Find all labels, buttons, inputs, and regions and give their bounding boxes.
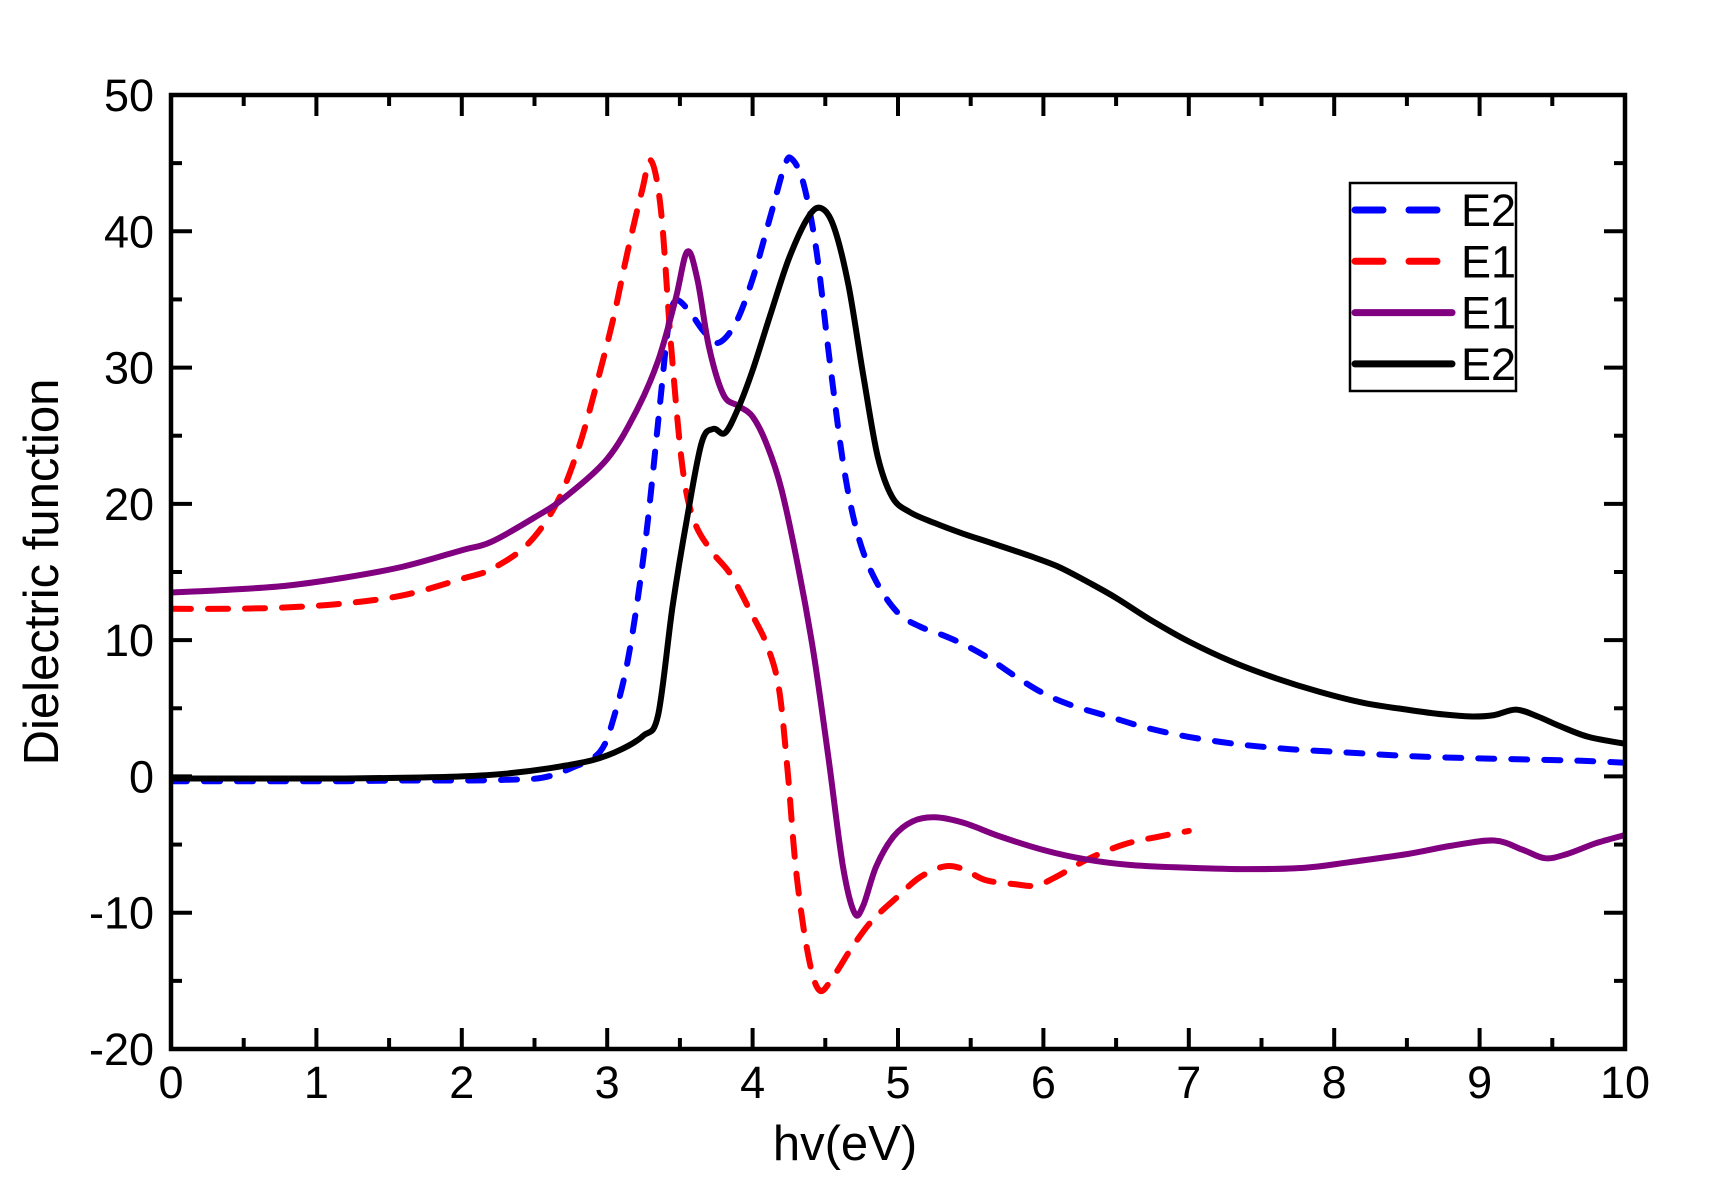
- x-tick-label: 8: [1322, 1057, 1347, 1108]
- x-tick-label: 1: [304, 1057, 329, 1108]
- legend-label-e1-1: E1: [1461, 236, 1516, 287]
- x-tick-label: 3: [595, 1057, 620, 1108]
- legend-label-e1-2: E1: [1461, 288, 1516, 339]
- y-tick-label: 10: [104, 615, 154, 666]
- x-tick-labels: 0 1 2 3 4 5 6 7 8 9 10: [158, 1057, 1650, 1108]
- y-tick-label: 40: [104, 206, 154, 257]
- y-tick-label: 50: [104, 70, 154, 121]
- y-tick-label: 20: [104, 479, 154, 530]
- x-tick-label: 7: [1176, 1057, 1201, 1108]
- x-tick-label: 9: [1467, 1057, 1492, 1108]
- x-axis-title: hv(eV): [773, 1117, 917, 1171]
- y-tick-label: -10: [89, 888, 154, 939]
- legend-box: [1348, 181, 1518, 393]
- series-e1-2-curve: [171, 248, 1625, 919]
- legend-label-e2-0: E2: [1461, 185, 1516, 236]
- y-tick-label: -20: [89, 1024, 154, 1075]
- x-tick-label: 2: [449, 1057, 474, 1108]
- x-tick-label: 10: [1600, 1057, 1650, 1108]
- series-e1-1-curve: [171, 157, 1192, 995]
- y-axis-title: Dielectric function: [15, 379, 69, 766]
- legend-label-e2-3: E2: [1461, 339, 1516, 390]
- x-tick-label: 4: [740, 1057, 765, 1108]
- y-tick-label: 0: [129, 751, 154, 802]
- curves-layer: [171, 154, 1625, 995]
- y-tick-label: 30: [104, 343, 154, 394]
- x-tick-label: 0: [158, 1057, 183, 1108]
- x-tick-label: 6: [1031, 1057, 1056, 1108]
- y-tick-labels: -20 -10 0 10 20 30 40 50: [89, 70, 154, 1075]
- x-tick-label: 5: [885, 1057, 910, 1108]
- axis-ticks: [169, 93, 1627, 1051]
- series-e2-3-curve: [171, 204, 1625, 782]
